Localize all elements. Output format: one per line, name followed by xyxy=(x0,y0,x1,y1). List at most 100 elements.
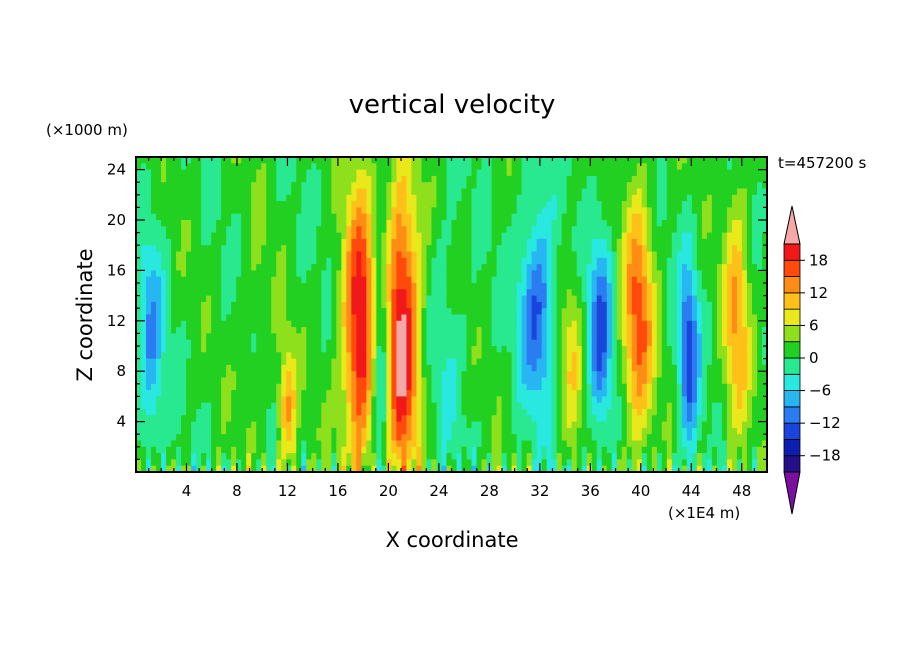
heatmap-cell xyxy=(296,390,302,397)
heatmap-cell xyxy=(706,346,713,353)
heatmap-cell xyxy=(326,352,332,360)
heatmap-cell xyxy=(646,314,653,322)
heatmap-cell xyxy=(446,264,453,271)
heatmap-cell xyxy=(216,188,222,196)
heatmap-cell xyxy=(636,270,643,278)
heatmap-cell xyxy=(506,182,513,190)
heatmap-cell xyxy=(331,295,337,303)
heatmap-cell xyxy=(521,163,528,171)
heatmap-cell xyxy=(706,175,713,183)
heatmap-cell xyxy=(376,339,382,347)
heatmap-cell xyxy=(636,383,643,391)
heatmap-cell xyxy=(166,220,172,227)
heatmap-cell xyxy=(706,194,713,202)
heatmap-cell xyxy=(536,339,543,347)
heatmap-cell xyxy=(636,163,643,171)
heatmap-cell xyxy=(151,157,157,164)
heatmap-cell xyxy=(676,220,683,227)
heatmap-cell xyxy=(461,371,468,379)
heatmap-cell xyxy=(536,169,543,177)
heatmap-cell xyxy=(661,364,668,372)
heatmap-cell xyxy=(711,383,718,391)
heatmap-cell xyxy=(626,251,633,259)
heatmap-cell xyxy=(356,301,362,309)
heatmap-cell xyxy=(351,276,357,284)
heatmap-cell xyxy=(756,264,763,271)
heatmap-cell xyxy=(496,339,503,347)
heatmap-cell xyxy=(266,245,272,253)
heatmap-cell xyxy=(681,346,688,353)
heatmap-cell xyxy=(416,320,423,328)
heatmap-cell xyxy=(206,220,212,227)
heatmap-cell xyxy=(476,182,483,190)
heatmap-cell xyxy=(511,314,518,322)
heatmap-cell xyxy=(141,213,147,221)
heatmap-cell xyxy=(276,238,282,246)
heatmap-cell xyxy=(501,390,508,397)
heatmap-cell xyxy=(421,283,428,290)
heatmap-cell xyxy=(191,276,197,284)
heatmap-cell xyxy=(136,364,142,372)
heatmap-cell xyxy=(486,301,493,309)
heatmap-cell xyxy=(631,257,638,265)
heatmap-cell xyxy=(616,320,623,328)
heatmap-cell xyxy=(161,264,167,271)
heatmap-cell xyxy=(161,163,167,171)
heatmap-cell xyxy=(276,251,282,259)
heatmap-cell xyxy=(321,396,327,404)
heatmap-cell xyxy=(226,339,232,347)
heatmap-cell xyxy=(276,207,282,215)
heatmap-cell xyxy=(271,213,277,221)
heatmap-cell xyxy=(346,352,352,360)
heatmap-cell xyxy=(701,264,708,271)
heatmap-cell xyxy=(226,264,232,271)
heatmap-cell xyxy=(436,257,443,265)
heatmap-cell xyxy=(136,220,142,227)
heatmap-cell xyxy=(526,371,533,379)
heatmap-cell xyxy=(481,175,488,183)
heatmap-cell xyxy=(276,264,282,271)
heatmap-cell xyxy=(476,188,483,196)
heatmap-cell xyxy=(291,377,297,385)
heatmap-cell xyxy=(561,377,568,385)
heatmap-cell xyxy=(536,314,543,322)
heatmap-cell xyxy=(726,327,733,334)
heatmap-cell xyxy=(626,232,633,240)
heatmap-cell xyxy=(751,327,758,334)
heatmap-cell xyxy=(421,232,428,240)
heatmap-cell xyxy=(166,289,172,297)
heatmap-cell xyxy=(711,207,718,215)
heatmap-cell xyxy=(361,371,367,379)
heatmap-cell xyxy=(601,213,608,221)
heatmap-cell xyxy=(316,238,322,246)
heatmap-cell xyxy=(706,257,713,265)
heatmap-cell xyxy=(291,402,297,410)
heatmap-cell xyxy=(431,213,438,221)
heatmap-cell xyxy=(246,396,252,404)
heatmap-cell xyxy=(596,333,603,341)
heatmap-cell xyxy=(136,346,142,353)
heatmap-cell xyxy=(181,232,187,240)
heatmap-cell xyxy=(151,213,157,221)
heatmap-cell xyxy=(636,157,643,164)
heatmap-cell xyxy=(451,251,458,259)
heatmap-cell xyxy=(396,314,403,322)
heatmap-cell xyxy=(556,220,563,227)
heatmap-cell xyxy=(711,333,718,341)
heatmap-cell xyxy=(481,352,488,360)
heatmap-cell xyxy=(756,201,763,208)
heatmap-cell xyxy=(681,251,688,259)
heatmap-cell xyxy=(326,251,332,259)
heatmap-cell xyxy=(421,333,428,341)
heatmap-cell xyxy=(511,188,518,196)
heatmap-cell xyxy=(391,157,398,164)
heatmap-cell xyxy=(716,207,723,215)
heatmap-cell xyxy=(691,194,698,202)
heatmap-cell xyxy=(666,182,673,190)
heatmap-cell xyxy=(406,295,413,303)
heatmap-cell xyxy=(606,352,613,360)
heatmap-cell xyxy=(216,358,222,366)
heatmap-cell xyxy=(256,396,262,404)
heatmap-cell xyxy=(671,283,678,290)
heatmap-cell xyxy=(751,226,758,234)
